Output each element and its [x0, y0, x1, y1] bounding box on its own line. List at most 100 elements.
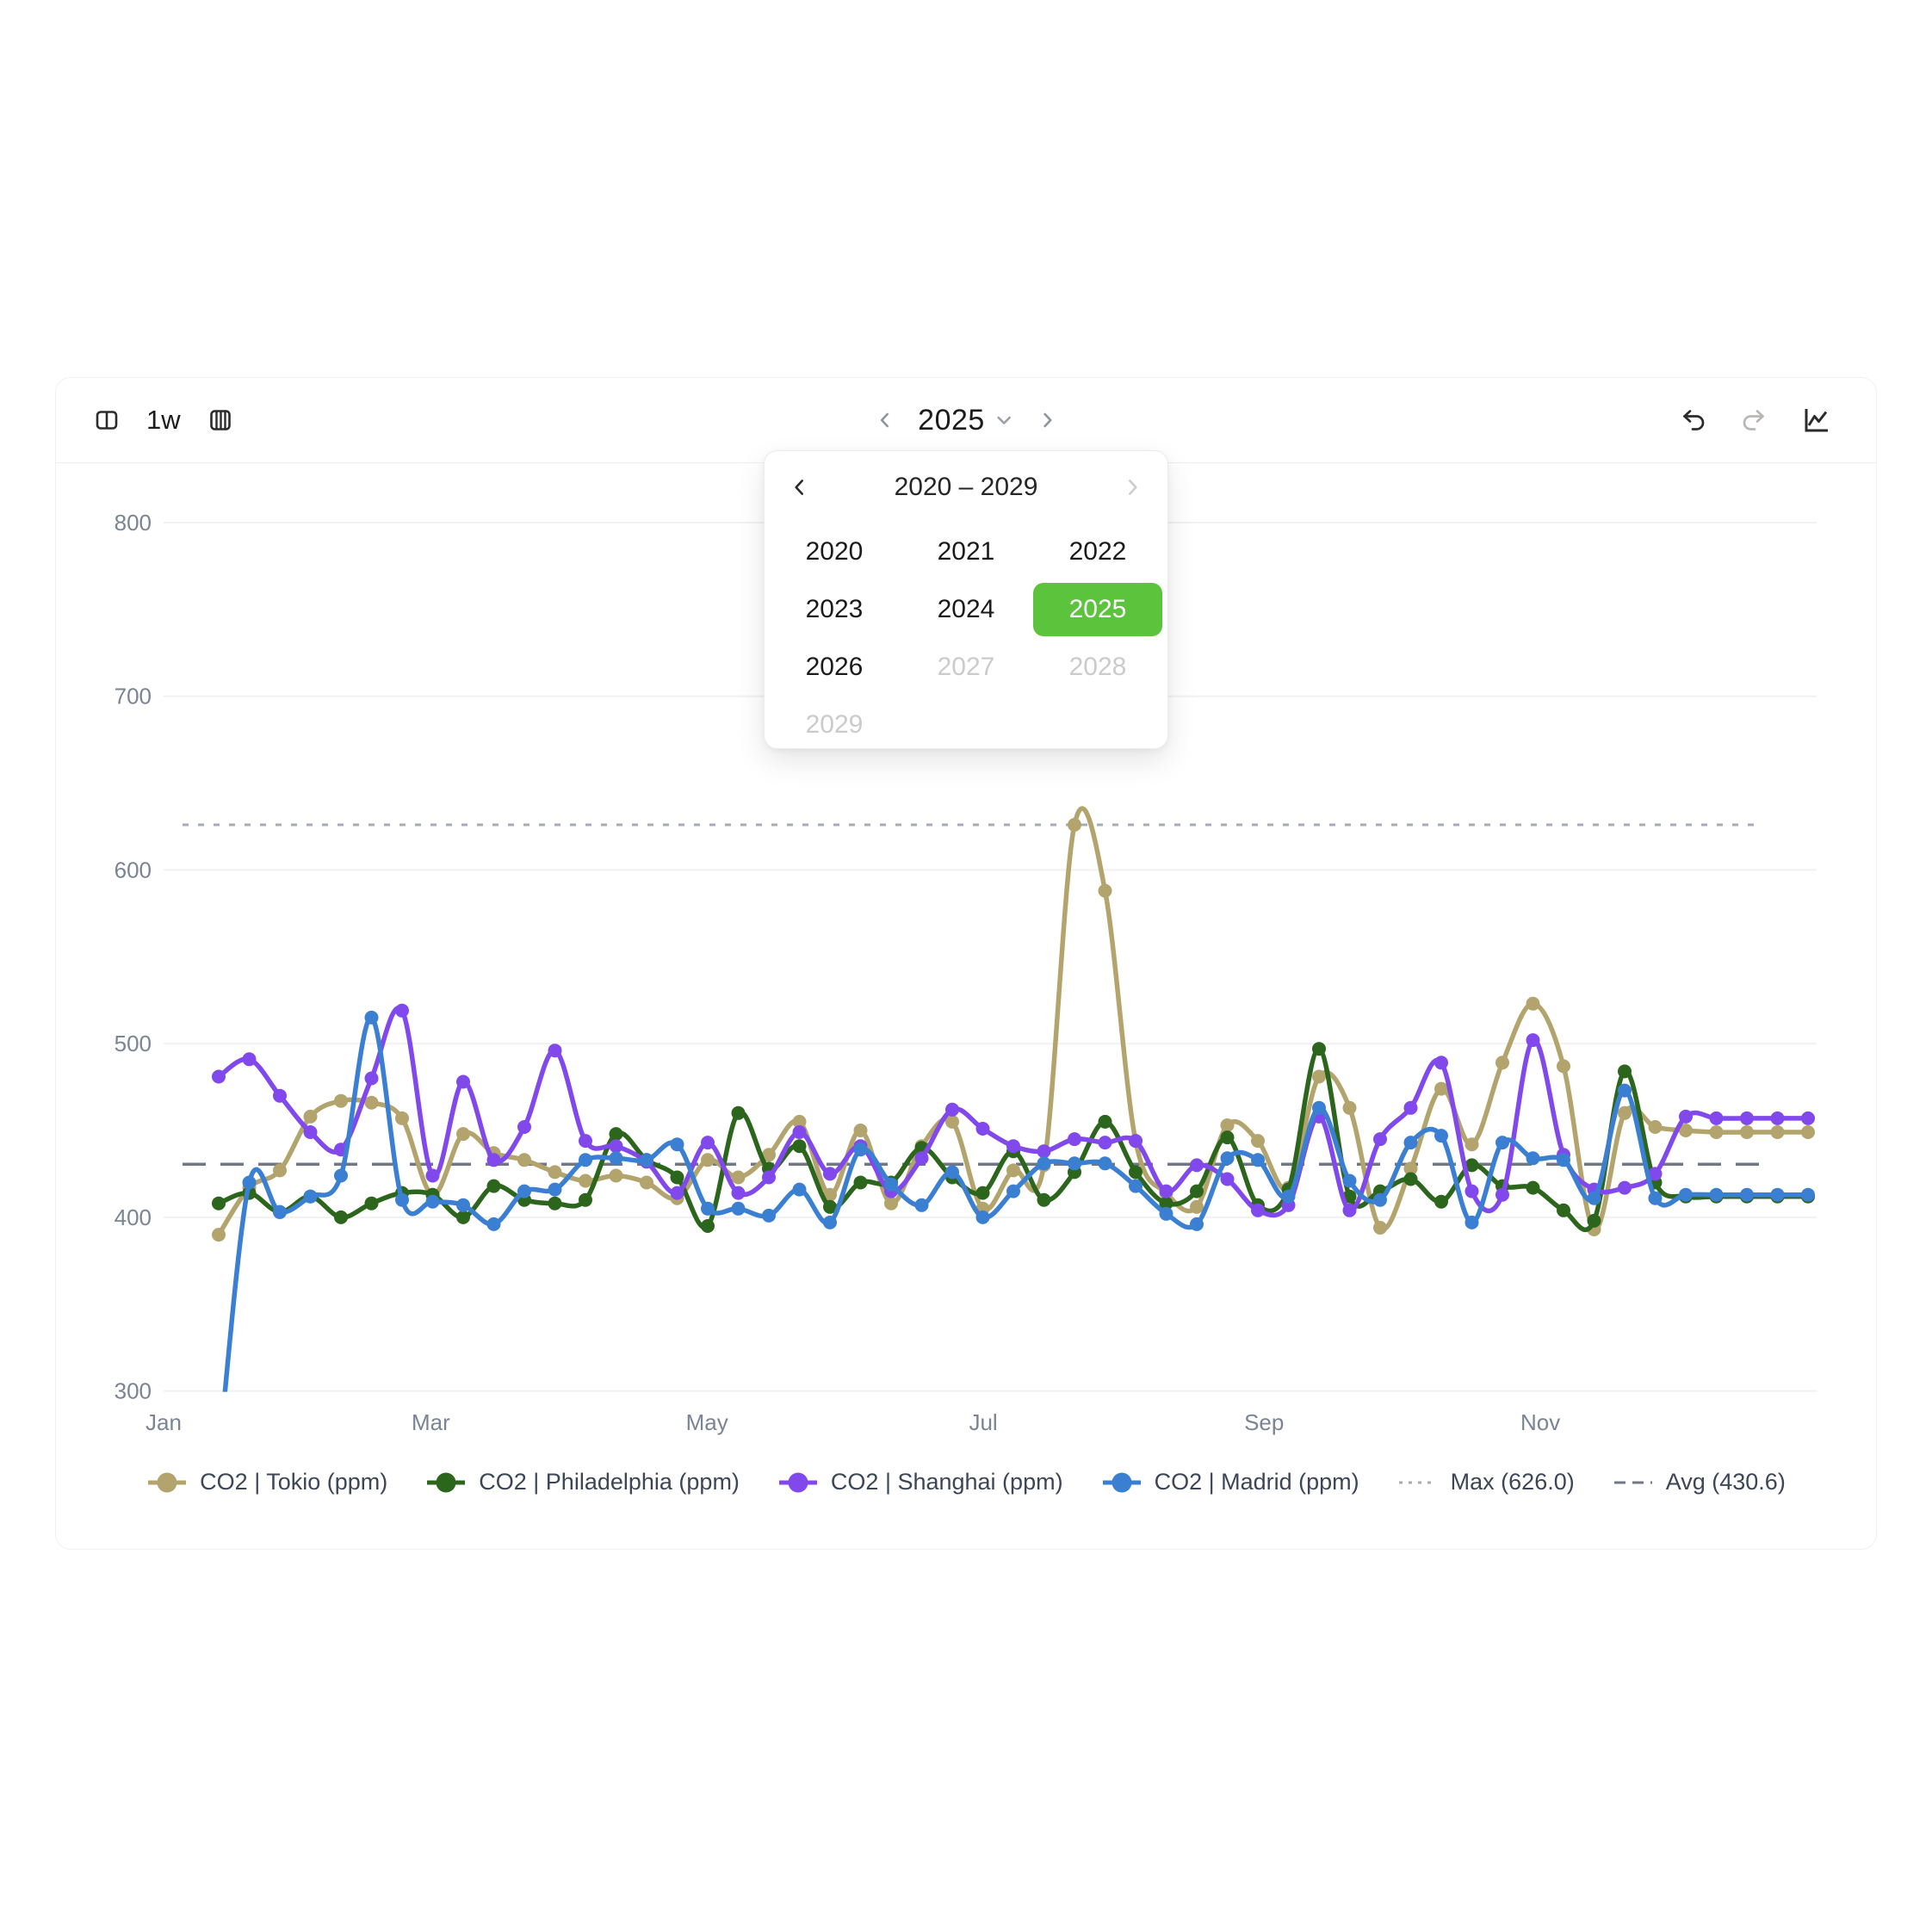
- data-point[interactable]: [1495, 1187, 1509, 1202]
- data-point[interactable]: [1220, 1118, 1235, 1132]
- chart-type-button[interactable]: [1801, 405, 1832, 436]
- data-point[interactable]: [1618, 1105, 1632, 1120]
- data-point[interactable]: [364, 1010, 379, 1025]
- data-point[interactable]: [1403, 1136, 1418, 1150]
- legend-item-avg[interactable]: Avg (430.6): [1613, 1469, 1786, 1495]
- series-co2-tokio-ppm[interactable]: [212, 806, 1815, 1242]
- data-point[interactable]: [640, 1153, 653, 1167]
- data-point[interactable]: [456, 1127, 470, 1142]
- data-point[interactable]: [1526, 1180, 1540, 1195]
- data-point[interactable]: [609, 1127, 623, 1142]
- data-point[interactable]: [579, 1192, 592, 1207]
- data-point[interactable]: [579, 1153, 592, 1167]
- data-point[interactable]: [1648, 1167, 1663, 1181]
- data-point[interactable]: [1220, 1151, 1235, 1166]
- data-point[interactable]: [1770, 1187, 1785, 1202]
- data-point[interactable]: [1770, 1111, 1785, 1125]
- legend-item-co2-tokio-ppm[interactable]: CO2 | Tokio (ppm): [146, 1469, 387, 1495]
- interval-label[interactable]: 1w: [146, 405, 181, 435]
- data-point[interactable]: [1220, 1172, 1235, 1186]
- data-point[interactable]: [1557, 1059, 1570, 1074]
- data-point[interactable]: [1557, 1153, 1570, 1167]
- data-point[interactable]: [1464, 1158, 1479, 1173]
- data-point[interactable]: [1159, 1184, 1173, 1198]
- year-dropdown[interactable]: 2025: [918, 404, 1014, 437]
- legend-item-co2-shanghai-ppm[interactable]: CO2 | Shanghai (ppm): [777, 1469, 1063, 1495]
- data-point[interactable]: [609, 1151, 623, 1166]
- data-point[interactable]: [303, 1125, 318, 1139]
- data-point[interactable]: [1587, 1213, 1601, 1228]
- data-point[interactable]: [823, 1199, 837, 1214]
- data-point[interactable]: [1434, 1081, 1448, 1096]
- data-point[interactable]: [1709, 1125, 1724, 1139]
- data-point[interactable]: [1342, 1203, 1357, 1217]
- data-point[interactable]: [364, 1071, 379, 1086]
- data-point[interactable]: [1740, 1111, 1754, 1125]
- redo-button[interactable]: [1741, 407, 1767, 433]
- data-point[interactable]: [762, 1208, 776, 1223]
- year-option-2020[interactable]: 2020: [805, 537, 864, 566]
- data-point[interactable]: [1434, 1129, 1448, 1143]
- data-point[interactable]: [1679, 1109, 1693, 1124]
- data-point[interactable]: [486, 1179, 501, 1193]
- data-point[interactable]: [1618, 1064, 1632, 1079]
- legend-item-max[interactable]: Max (626.0): [1397, 1469, 1575, 1495]
- data-point[interactable]: [1037, 1192, 1051, 1207]
- data-point[interactable]: [823, 1167, 837, 1181]
- data-point[interactable]: [364, 1095, 379, 1110]
- data-point[interactable]: [1190, 1199, 1204, 1214]
- data-point[interactable]: [1281, 1189, 1296, 1204]
- data-point[interactable]: [914, 1198, 929, 1212]
- data-point[interactable]: [1098, 1136, 1112, 1150]
- data-point[interactable]: [273, 1163, 287, 1178]
- data-point[interactable]: [1648, 1191, 1663, 1205]
- data-point[interactable]: [1464, 1137, 1479, 1152]
- data-point[interactable]: [1037, 1144, 1051, 1159]
- data-point[interactable]: [1006, 1139, 1020, 1154]
- data-point[interactable]: [1770, 1125, 1785, 1139]
- data-point[interactable]: [334, 1210, 348, 1224]
- data-point[interactable]: [1495, 1056, 1509, 1070]
- data-point[interactable]: [1006, 1163, 1020, 1178]
- legend-item-co2-philadelphia-ppm[interactable]: CO2 | Philadelphia (ppm): [425, 1469, 740, 1495]
- data-point[interactable]: [731, 1201, 746, 1216]
- year-option-2024[interactable]: 2024: [937, 595, 995, 623]
- data-point[interactable]: [1312, 1100, 1326, 1115]
- data-point[interactable]: [395, 1003, 409, 1018]
- data-point[interactable]: [456, 1210, 470, 1224]
- data-point[interactable]: [1342, 1173, 1357, 1188]
- data-point[interactable]: [395, 1111, 409, 1125]
- data-point[interactable]: [1464, 1215, 1479, 1229]
- data-point[interactable]: [701, 1201, 715, 1216]
- data-point[interactable]: [1679, 1187, 1693, 1202]
- data-point[interactable]: [212, 1069, 226, 1084]
- data-point[interactable]: [1618, 1180, 1632, 1195]
- year-option-2021[interactable]: 2021: [937, 537, 995, 566]
- data-point[interactable]: [884, 1196, 898, 1211]
- data-point[interactable]: [823, 1187, 837, 1202]
- data-point[interactable]: [945, 1114, 959, 1129]
- data-point[interactable]: [548, 1165, 562, 1180]
- data-point[interactable]: [1740, 1125, 1754, 1139]
- data-point[interactable]: [1251, 1153, 1265, 1167]
- data-point[interactable]: [1740, 1187, 1754, 1202]
- data-point[interactable]: [1312, 1069, 1326, 1084]
- series-co2-madrid-ppm[interactable]: [219, 1010, 1815, 1457]
- data-point[interactable]: [823, 1215, 837, 1229]
- data-point[interactable]: [1098, 883, 1112, 898]
- data-point[interactable]: [640, 1175, 653, 1190]
- data-point[interactable]: [609, 1139, 623, 1154]
- year-option-2025[interactable]: 2025: [1033, 583, 1162, 636]
- series-co2-shanghai-ppm[interactable]: [212, 1003, 1815, 1218]
- data-point[interactable]: [548, 1043, 562, 1058]
- data-point[interactable]: [364, 1196, 379, 1211]
- data-point[interactable]: [1068, 1156, 1081, 1171]
- data-point[interactable]: [670, 1186, 684, 1200]
- data-point[interactable]: [1037, 1156, 1051, 1171]
- year-option-2023[interactable]: 2023: [805, 595, 864, 623]
- data-point[interactable]: [1190, 1184, 1204, 1198]
- data-point[interactable]: [303, 1109, 318, 1124]
- data-point[interactable]: [517, 1184, 531, 1198]
- data-point[interactable]: [853, 1142, 868, 1157]
- data-point[interactable]: [334, 1168, 348, 1183]
